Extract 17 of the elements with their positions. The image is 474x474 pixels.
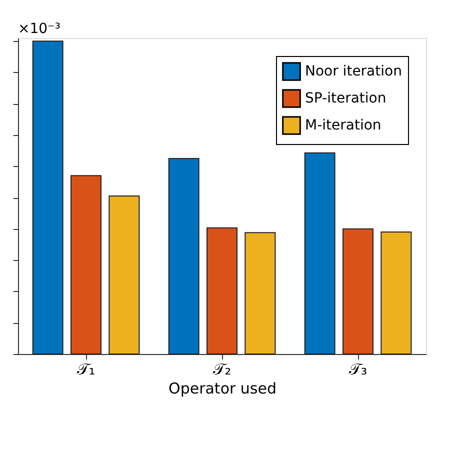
x-tick-label: 𝒯₃	[348, 360, 368, 378]
bar	[32, 40, 64, 354]
bar	[168, 158, 200, 354]
bar	[70, 175, 102, 354]
legend-label: M-iteration	[305, 118, 382, 134]
text: ×10⁻³	[18, 21, 61, 37]
x-tick-label: 𝒯₂	[212, 360, 232, 378]
bar	[304, 152, 336, 354]
x-axis-title: Operator used	[168, 380, 276, 398]
legend-label: SP-iteration	[305, 90, 386, 106]
legend-label: Noor iteration	[305, 64, 402, 80]
bar	[380, 231, 412, 354]
bar	[206, 227, 238, 354]
x-tick-label: 𝒯₁	[76, 360, 96, 378]
bar	[342, 228, 374, 354]
bar	[108, 196, 140, 354]
bar	[244, 232, 276, 354]
